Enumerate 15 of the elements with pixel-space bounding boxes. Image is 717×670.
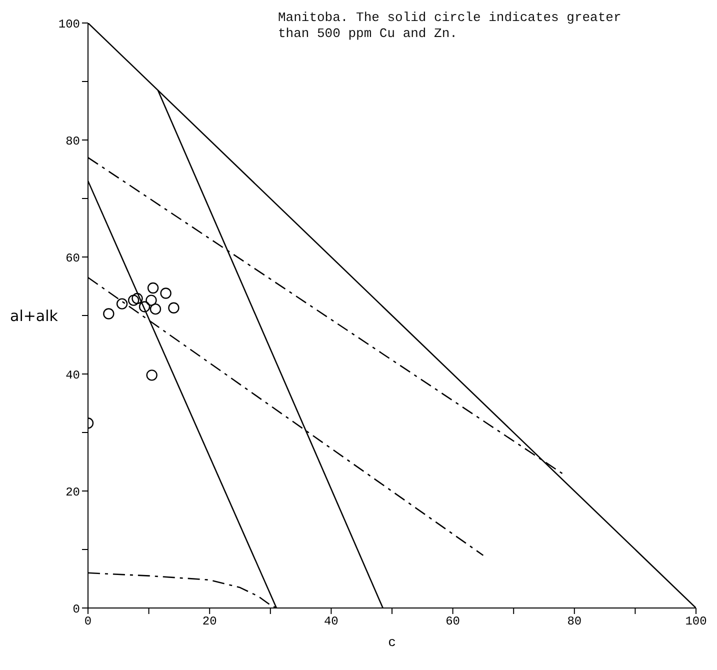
y-axis-title: al+alk: [10, 306, 58, 325]
annotation: Manitoba. The solid circle indicates greater than 500 ppm Cu and Zn.: [278, 10, 622, 42]
x-tick-label: 0: [84, 614, 92, 629]
x-tick-label: 100: [685, 614, 707, 629]
y-tick-label: 80: [66, 134, 80, 148]
y-tick-label: 20: [66, 485, 80, 500]
y-tick-label: 100: [58, 17, 80, 32]
y-tick-label: 0: [72, 602, 80, 616]
x-tick-label: 40: [324, 614, 338, 629]
x-tick-label: 20: [202, 614, 217, 629]
x-tick-label: 80: [567, 614, 582, 629]
x-axis-title: c: [388, 635, 396, 650]
y-tick-label: 60: [66, 251, 80, 266]
x-tick-label: 60: [446, 614, 460, 629]
y-tick-label: 40: [66, 368, 80, 382]
